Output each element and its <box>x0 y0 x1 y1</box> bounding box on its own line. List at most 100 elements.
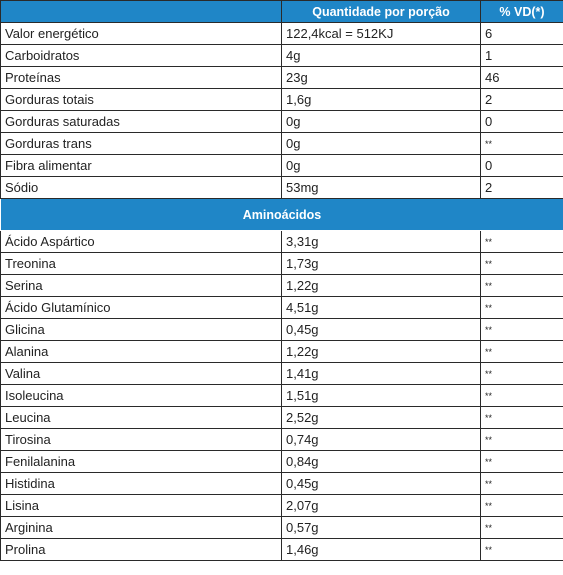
daily-value-cell: ** <box>481 385 563 407</box>
nutrient-name-cell: Lisina <box>1 495 282 517</box>
quantity-cell: 4,51g <box>282 297 481 319</box>
nutrient-name-cell: Fenilalanina <box>1 451 282 473</box>
table-row: Treonina 1,73g ** <box>1 253 563 275</box>
daily-value-cell: ** <box>481 253 563 275</box>
header-col-quantity: Quantidade por porção <box>282 1 481 23</box>
table-row: Gorduras saturadas 0g 0 <box>1 111 563 133</box>
table-row: Leucina 2,52g ** <box>1 407 563 429</box>
quantity-cell: 122,4kcal = 512KJ <box>282 23 481 45</box>
quantity-cell: 1,6g <box>282 89 481 111</box>
header-col-nutrient <box>1 1 282 23</box>
nutrient-name-cell: Alanina <box>1 341 282 363</box>
table-row: Valor energético 122,4kcal = 512KJ 6 <box>1 23 563 45</box>
nutrient-name-cell: Histidina <box>1 473 282 495</box>
table-row: Gorduras totais 1,6g 2 <box>1 89 563 111</box>
table-row: Valina 1,41g ** <box>1 363 563 385</box>
header-row: Quantidade por porção % VD(*) <box>1 1 563 23</box>
table-row: Fenilalanina 0,84g ** <box>1 451 563 473</box>
table-row: Serina 1,22g ** <box>1 275 563 297</box>
quantity-cell: 4g <box>282 45 481 67</box>
nutrient-name-cell: Valina <box>1 363 282 385</box>
daily-value-cell: ** <box>481 539 563 561</box>
quantity-cell: 0,57g <box>282 517 481 539</box>
table-header: Quantidade por porção % VD(*) <box>1 1 563 23</box>
table-row: Arginina 0,57g ** <box>1 517 563 539</box>
quantity-cell: 0,84g <box>282 451 481 473</box>
daily-value-cell: ** <box>481 231 563 253</box>
nutrient-name-cell: Tirosina <box>1 429 282 451</box>
table-row: Prolina 1,46g ** <box>1 539 563 561</box>
nutrient-name-cell: Valor energético <box>1 23 282 45</box>
nutrient-name-cell: Glicina <box>1 319 282 341</box>
quantity-cell: 1,41g <box>282 363 481 385</box>
daily-value-cell: ** <box>481 363 563 385</box>
table-row: Glicina 0,45g ** <box>1 319 563 341</box>
daily-value-cell: 46 <box>481 67 563 89</box>
nutrient-name-cell: Ácido Glutamínico <box>1 297 282 319</box>
table-row: Tirosina 0,74g ** <box>1 429 563 451</box>
daily-value-cell: ** <box>481 133 563 155</box>
nutrient-rows: Valor energético 122,4kcal = 512KJ 6 Carboi… <box>1 23 563 199</box>
daily-value-cell: ** <box>481 451 563 473</box>
nutrient-name-cell: Leucina <box>1 407 282 429</box>
amino-acid-rows: Ácido Aspártico 3,31g ** Treonina 1,73g ** Ser… <box>1 231 563 561</box>
nutrient-name-cell: Arginina <box>1 517 282 539</box>
daily-value-cell: ** <box>481 319 563 341</box>
quantity-cell: 1,73g <box>282 253 481 275</box>
table-row: Ácido Aspártico 3,31g ** <box>1 231 563 253</box>
daily-value-cell: ** <box>481 429 563 451</box>
nutrient-name-cell: Gorduras totais <box>1 89 282 111</box>
section-header: Aminoácidos <box>1 199 563 231</box>
quantity-cell: 2,52g <box>282 407 481 429</box>
table-row: Ácido Glutamínico 4,51g ** <box>1 297 563 319</box>
daily-value-cell: 2 <box>481 89 563 111</box>
table-row: Isoleucina 1,51g ** <box>1 385 563 407</box>
quantity-cell: 1,22g <box>282 341 481 363</box>
quantity-cell: 0,45g <box>282 473 481 495</box>
table-row: Fibra alimentar 0g 0 <box>1 155 563 177</box>
section-title: Aminoácidos <box>1 199 563 231</box>
daily-value-cell: ** <box>481 297 563 319</box>
quantity-cell: 0,45g <box>282 319 481 341</box>
daily-value-cell: ** <box>481 517 563 539</box>
daily-value-cell: 1 <box>481 45 563 67</box>
daily-value-cell: 2 <box>481 177 563 199</box>
table-row: Gorduras trans 0g ** <box>1 133 563 155</box>
daily-value-cell: ** <box>481 473 563 495</box>
nutrient-name-cell: Proteínas <box>1 67 282 89</box>
table-row: Proteínas 23g 46 <box>1 67 563 89</box>
quantity-cell: 1,46g <box>282 539 481 561</box>
table-row: Sódio 53mg 2 <box>1 177 563 199</box>
daily-value-cell: 0 <box>481 111 563 133</box>
quantity-cell: 2,07g <box>282 495 481 517</box>
daily-value-cell: ** <box>481 407 563 429</box>
table-row: Carboidratos 4g 1 <box>1 45 563 67</box>
nutrient-name-cell: Serina <box>1 275 282 297</box>
nutrient-name-cell: Sódio <box>1 177 282 199</box>
daily-value-cell: ** <box>481 275 563 297</box>
quantity-cell: 0g <box>282 111 481 133</box>
nutrient-name-cell: Ácido Aspártico <box>1 231 282 253</box>
header-col-vd: % VD(*) <box>481 1 563 23</box>
nutrient-name-cell: Carboidratos <box>1 45 282 67</box>
quantity-cell: 1,51g <box>282 385 481 407</box>
nutrient-name-cell: Fibra alimentar <box>1 155 282 177</box>
quantity-cell: 0g <box>282 155 481 177</box>
nutrient-name-cell: Gorduras trans <box>1 133 282 155</box>
nutrition-table: Quantidade por porção % VD(*) Valor ener… <box>0 0 563 561</box>
daily-value-cell: 0 <box>481 155 563 177</box>
nutrient-name-cell: Prolina <box>1 539 282 561</box>
nutrient-name-cell: Isoleucina <box>1 385 282 407</box>
daily-value-cell: ** <box>481 341 563 363</box>
quantity-cell: 23g <box>282 67 481 89</box>
quantity-cell: 53mg <box>282 177 481 199</box>
quantity-cell: 1,22g <box>282 275 481 297</box>
section-row: Aminoácidos <box>1 199 563 231</box>
table-row: Lisina 2,07g ** <box>1 495 563 517</box>
daily-value-cell: 6 <box>481 23 563 45</box>
daily-value-cell: ** <box>481 495 563 517</box>
table-row: Histidina 0,45g ** <box>1 473 563 495</box>
quantity-cell: 0g <box>282 133 481 155</box>
quantity-cell: 0,74g <box>282 429 481 451</box>
nutrient-name-cell: Treonina <box>1 253 282 275</box>
